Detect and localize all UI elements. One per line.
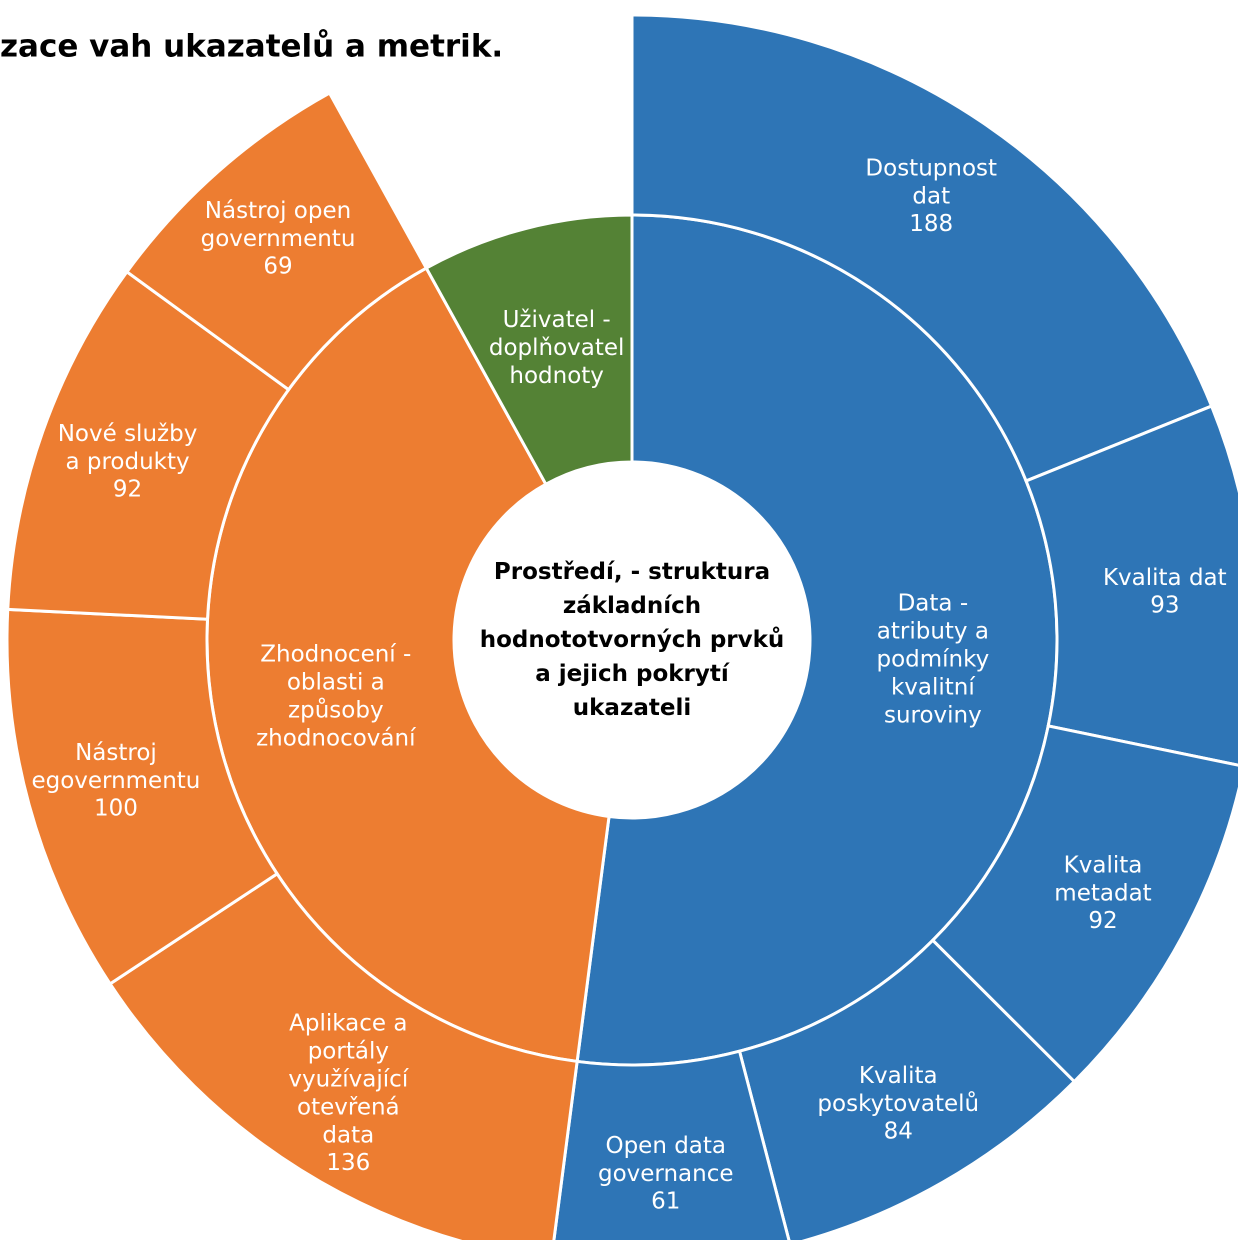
value-label: 188 — [909, 211, 953, 237]
chart-title: zace vah ukazatelů a metrik. — [0, 29, 503, 65]
segment-label: Uživatel -doplňovatel hodnoty — [489, 307, 625, 389]
value-label: 61 — [651, 1188, 680, 1214]
outer-segment — [1024, 404, 1238, 767]
segment-label: Open data governance — [598, 1132, 734, 1186]
segment-label: Nástroj open governmentu — [201, 197, 356, 251]
value-label: 69 — [263, 253, 292, 279]
outer-segment — [737, 938, 1077, 1240]
value-label: 84 — [884, 1119, 913, 1145]
value-label: 92 — [1088, 908, 1117, 934]
segment-label: Data -atributy a podmínky kvalitní suroviny — [876, 590, 989, 728]
segment-label: Dostupnost dat — [865, 155, 997, 209]
center-circle — [454, 462, 810, 818]
value-label: 136 — [326, 1150, 370, 1176]
value-label: 93 — [1150, 592, 1179, 618]
segment-label: Nové služby a produkty — [58, 420, 198, 474]
outer-segment — [630, 13, 1214, 483]
segment-label: Kvalita dat — [1103, 564, 1227, 590]
segment-label: Zhodnocení -oblasti a způsoby zhodnocování — [256, 641, 416, 751]
value-label: 100 — [94, 796, 138, 822]
segment-label: Kvalita poskytovatelů — [817, 1063, 979, 1117]
segment-label: Aplikace a portály využívající otevřená data — [288, 1010, 408, 1148]
center-label: Prostředí, - struktura základních hodnotot… — [480, 559, 785, 721]
value-label: 92 — [113, 476, 142, 502]
segment-label: Nástroj egovernmentu — [31, 740, 200, 794]
segment-label: Kvalita metadat — [1054, 852, 1151, 906]
outer-segment — [552, 1049, 791, 1240]
outer-segment — [124, 91, 429, 392]
